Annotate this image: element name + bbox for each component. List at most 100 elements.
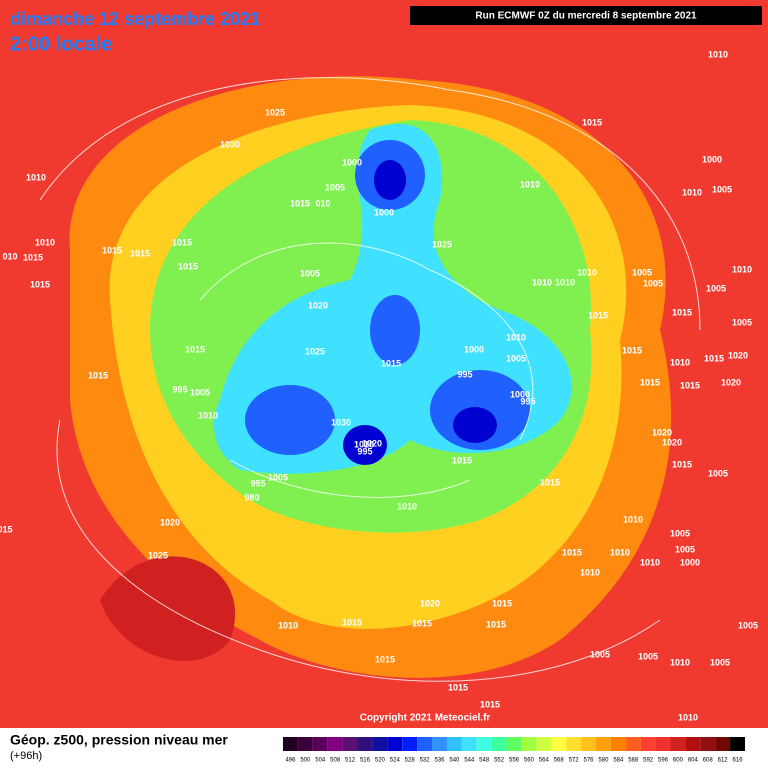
isobar-label: 1010 xyxy=(506,332,526,342)
isobar-label: 1010 xyxy=(577,267,597,277)
isobar-label: 1010 xyxy=(682,187,702,197)
isobar-label: 1010 xyxy=(640,557,660,567)
isobar-label: 1010 xyxy=(354,439,374,449)
isobar-label: 1020 xyxy=(652,427,672,437)
isobar-label: 1015 xyxy=(30,279,50,289)
color-swatch xyxy=(551,737,567,751)
scale-label: 560 xyxy=(524,758,535,764)
scale-label: 604 xyxy=(688,758,699,764)
color-swatch xyxy=(461,737,477,751)
isobar-label: 1005 xyxy=(732,317,752,327)
scale-label: 528 xyxy=(405,758,416,764)
isobar-label: 1025 xyxy=(305,346,325,356)
isobar-label: 1000 xyxy=(510,389,530,399)
isobar-label: 1015 xyxy=(381,358,401,368)
scale-label: 576 xyxy=(584,758,595,764)
scale-label: 500 xyxy=(300,758,311,764)
isobar-label: 1005 xyxy=(638,651,658,661)
isobar-label: 1005 xyxy=(708,468,728,478)
scale-label: 568 xyxy=(554,758,565,764)
isobar-label: 1010 xyxy=(532,277,552,287)
isobar-label: 1005 xyxy=(738,620,758,630)
isobar-label: 1000 xyxy=(702,154,722,164)
isobar-label: 980 xyxy=(244,492,259,502)
isobar-label: 1015 xyxy=(88,370,108,380)
isobar-label: 1010 xyxy=(670,357,690,367)
isobar-label: 1010 xyxy=(35,237,55,247)
isobar-label: 1010 xyxy=(198,410,218,420)
scale-label: 592 xyxy=(643,758,654,764)
isobar-label: 1025 xyxy=(432,239,452,249)
isobar-label: 995 xyxy=(520,396,535,406)
scale-label: 588 xyxy=(628,758,639,764)
scale-label: 516 xyxy=(360,758,371,764)
isobar-label: 1015 xyxy=(412,618,432,628)
scale-label: 524 xyxy=(390,758,401,764)
isobar-label: 1005 xyxy=(712,184,732,194)
run-info: Run ECMWF 0Z du mercredi 8 septembre 202… xyxy=(475,11,697,22)
isobar-label: 995 xyxy=(250,478,265,488)
isobar-label: 1015 xyxy=(704,353,724,363)
map-time: 2:00 locale xyxy=(10,33,112,55)
scale-label: 504 xyxy=(315,758,326,764)
low-core xyxy=(245,385,335,455)
low-core xyxy=(343,425,387,465)
scale-label: 544 xyxy=(464,758,475,764)
scale-label: 584 xyxy=(613,758,624,764)
color-swatch xyxy=(581,737,596,751)
isobar-label: 1030 xyxy=(220,139,240,149)
isobar-label: 1010 xyxy=(623,514,643,524)
isobar-label: 1015 xyxy=(622,345,642,355)
scale-label: 556 xyxy=(509,758,520,764)
low-core xyxy=(370,295,420,365)
isobar-label: 1010 xyxy=(520,179,540,189)
isobar-label: 1005 xyxy=(632,267,652,277)
isobar-label: 1015 xyxy=(562,547,582,557)
color-swatch xyxy=(536,737,552,751)
scale-label: 552 xyxy=(494,758,505,764)
isobar-label: 015 xyxy=(0,524,13,534)
isobar-label: 1000 xyxy=(342,157,362,167)
isobar-label: 1015 xyxy=(342,617,362,627)
color-swatch xyxy=(312,737,328,751)
isobar-label: 1010 xyxy=(26,172,46,182)
scale-label: 612 xyxy=(718,758,729,764)
isobar-label: 1015 xyxy=(672,459,692,469)
color-swatch xyxy=(506,737,522,751)
scale-label: 548 xyxy=(479,758,490,764)
scale-label: 496 xyxy=(285,758,296,764)
legend-title: Géop. z500, pression niveau mer xyxy=(10,732,228,748)
isobar-label: 1015 xyxy=(178,261,198,271)
isobar-label: 1015 xyxy=(582,117,602,127)
color-swatch xyxy=(640,737,656,751)
color-swatch xyxy=(417,737,433,751)
color-swatch xyxy=(283,737,298,751)
isobar-label: 1010 xyxy=(397,501,417,511)
isobar-label: 1015 xyxy=(540,477,560,487)
isobar-label: 1005 xyxy=(268,472,288,482)
isobar-label: 1010 xyxy=(678,712,698,722)
isobar-label: 1015 xyxy=(640,377,660,387)
scale-label: 536 xyxy=(434,758,445,764)
color-swatch xyxy=(521,737,537,751)
run-box xyxy=(410,6,762,25)
isobar-label: 1010 xyxy=(708,49,728,59)
isobar-label: 995 xyxy=(457,369,472,379)
color-swatch xyxy=(446,737,462,751)
isobar-label: 1005 xyxy=(506,353,526,363)
color-swatch xyxy=(372,737,388,751)
scale-label: 600 xyxy=(673,758,684,764)
isobar-label: 010 xyxy=(2,251,17,261)
isobar-label: 1010 xyxy=(732,264,752,274)
isobar-label: 1005 xyxy=(325,182,345,192)
isobars xyxy=(39,77,701,682)
color-swatch xyxy=(342,737,358,751)
isobar-label: 1015 xyxy=(492,598,512,608)
isobar-label: 1020 xyxy=(160,517,180,527)
isobar-label: 1015 xyxy=(448,682,468,692)
low-core xyxy=(453,407,497,443)
isobar-label: 1005 xyxy=(706,283,726,293)
isobar-label: 1015 xyxy=(588,310,608,320)
isobar-label: 1015 xyxy=(680,380,700,390)
